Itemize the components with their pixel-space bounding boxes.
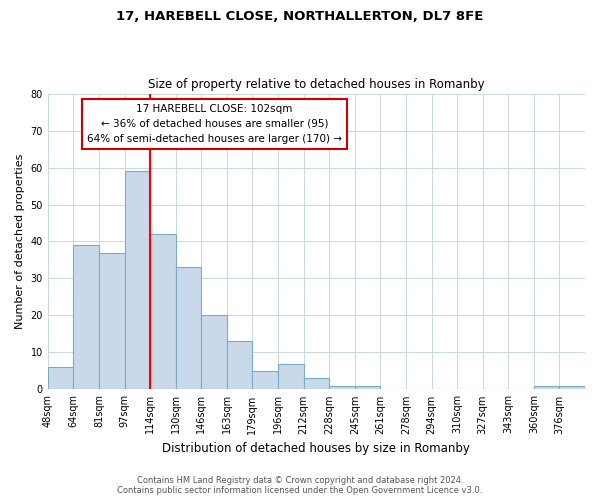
Bar (329, 386, 355, 390)
Bar (176, 268, 201, 390)
Text: Contains HM Land Registry data © Crown copyright and database right 2024.
Contai: Contains HM Land Registry data © Crown c… (118, 476, 482, 495)
Bar (227, 342, 253, 390)
Y-axis label: Number of detached properties: Number of detached properties (15, 154, 25, 329)
Bar (73, 245, 99, 390)
Text: 17 HAREBELL CLOSE: 102sqm
← 36% of detached houses are smaller (95)
64% of semi-: 17 HAREBELL CLOSE: 102sqm ← 36% of detac… (87, 104, 342, 144)
Bar (99, 252, 125, 390)
Bar (150, 234, 176, 390)
Bar (48, 367, 73, 390)
Bar (125, 171, 150, 390)
Bar (534, 386, 559, 390)
Text: 17, HAREBELL CLOSE, NORTHALLERTON, DL7 8FE: 17, HAREBELL CLOSE, NORTHALLERTON, DL7 8… (116, 10, 484, 23)
Bar (201, 316, 227, 390)
Bar (278, 364, 304, 390)
Bar (559, 386, 585, 390)
Bar (355, 386, 380, 390)
Bar (304, 378, 329, 390)
Title: Size of property relative to detached houses in Romanby: Size of property relative to detached ho… (148, 78, 485, 91)
Bar (253, 371, 278, 390)
X-axis label: Distribution of detached houses by size in Romanby: Distribution of detached houses by size … (163, 442, 470, 455)
